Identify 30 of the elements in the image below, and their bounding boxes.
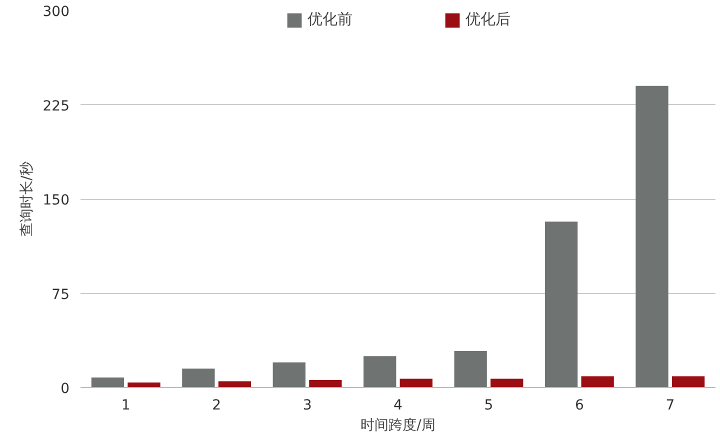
bar [364, 356, 396, 388]
y-tick-label: 300 [42, 4, 70, 20]
x-tick-label: 6 [574, 398, 584, 414]
legend-label: 优化前 [308, 10, 352, 29]
x-tick-label: 7 [666, 398, 675, 414]
x-tick-label: 4 [394, 398, 403, 414]
y-tick-label: 75 [52, 286, 70, 303]
bar [309, 380, 342, 388]
y-axis-title: 查询时长/秒 [18, 162, 35, 236]
y-tick-label: 150 [42, 192, 70, 208]
bar [454, 351, 487, 388]
bar [272, 362, 306, 388]
bar [672, 376, 705, 388]
bar [182, 368, 215, 388]
bar [490, 378, 524, 388]
x-tick-label: 3 [302, 398, 312, 414]
bar [636, 86, 668, 388]
y-tick-label: 225 [42, 98, 70, 114]
x-tick-label: 1 [121, 398, 130, 414]
y-tick-label: 0 [60, 381, 70, 397]
bar [218, 381, 252, 388]
x-tick-label: 2 [212, 398, 222, 414]
bar [128, 382, 160, 388]
bar [400, 378, 432, 388]
bar [91, 377, 124, 388]
bar [581, 376, 614, 388]
bar [544, 222, 578, 388]
legend-label: 优化后 [466, 10, 510, 29]
x-tick-label: 5 [484, 398, 494, 414]
x-axis-title: 时间跨度/周 [360, 418, 436, 434]
